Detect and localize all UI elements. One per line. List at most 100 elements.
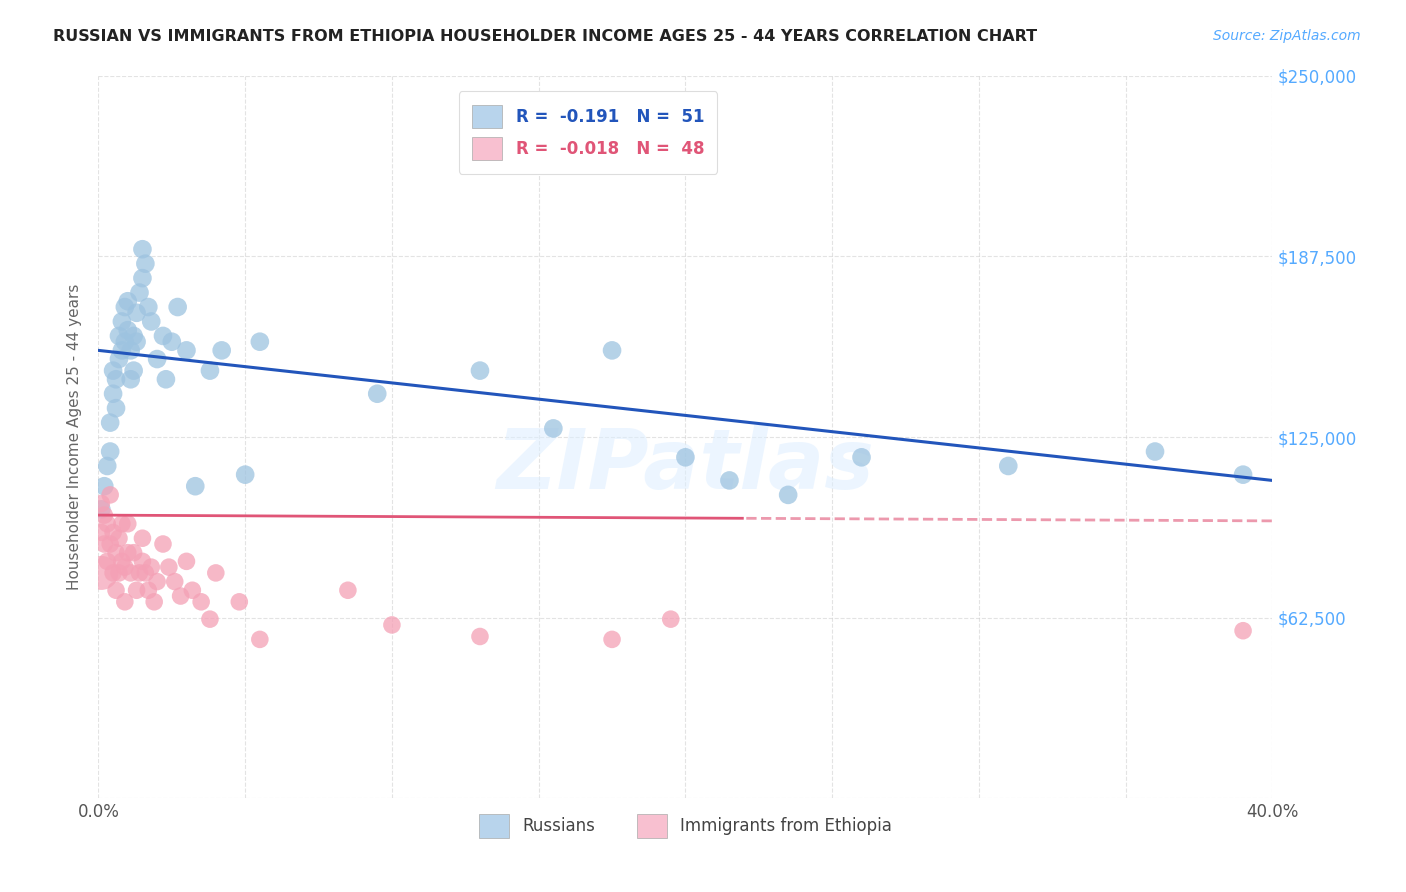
Point xyxy=(96,554,118,568)
Point xyxy=(205,566,228,580)
Point xyxy=(105,546,128,560)
Point xyxy=(160,334,183,349)
Point xyxy=(157,560,180,574)
Point xyxy=(336,583,359,598)
Point xyxy=(659,612,682,626)
Point xyxy=(152,329,174,343)
Point xyxy=(543,421,565,435)
Point xyxy=(249,632,271,647)
Point xyxy=(146,574,169,589)
Point xyxy=(131,271,153,285)
Point xyxy=(155,372,177,386)
Point xyxy=(90,502,112,516)
Point xyxy=(101,363,124,377)
Point xyxy=(105,372,128,386)
Point xyxy=(117,516,139,531)
Point xyxy=(114,595,136,609)
Point xyxy=(101,525,124,540)
Point xyxy=(997,458,1019,473)
Point xyxy=(211,343,233,358)
Point xyxy=(120,343,142,358)
Point xyxy=(131,554,153,568)
Y-axis label: Householder Income Ages 25 - 44 years: Householder Income Ages 25 - 44 years xyxy=(67,284,83,591)
Point xyxy=(96,458,118,473)
Point xyxy=(98,416,121,430)
Point xyxy=(90,566,112,580)
Point xyxy=(120,372,142,386)
Point xyxy=(125,583,148,598)
Point xyxy=(101,386,124,401)
Point xyxy=(111,343,134,358)
Point xyxy=(468,630,491,644)
Point xyxy=(101,566,124,580)
Point xyxy=(176,554,198,568)
Point xyxy=(128,566,150,580)
Point xyxy=(134,566,156,580)
Point xyxy=(105,583,128,598)
Text: RUSSIAN VS IMMIGRANTS FROM ETHIOPIA HOUSEHOLDER INCOME AGES 25 - 44 YEARS CORREL: RUSSIAN VS IMMIGRANTS FROM ETHIOPIA HOUS… xyxy=(53,29,1038,44)
Point xyxy=(163,574,186,589)
Point xyxy=(128,285,150,300)
Point xyxy=(114,560,136,574)
Point xyxy=(136,300,159,314)
Point xyxy=(778,488,800,502)
Point xyxy=(198,612,221,626)
Point xyxy=(120,566,142,580)
Point xyxy=(131,531,153,545)
Point xyxy=(117,294,139,309)
Point xyxy=(152,537,174,551)
Point xyxy=(117,323,139,337)
Point xyxy=(600,343,623,358)
Point xyxy=(122,329,145,343)
Point xyxy=(176,343,198,358)
Point xyxy=(366,386,388,401)
Point xyxy=(141,314,163,328)
Point xyxy=(125,306,148,320)
Point xyxy=(381,618,404,632)
Point xyxy=(108,352,131,367)
Point xyxy=(228,595,250,609)
Point xyxy=(134,257,156,271)
Point xyxy=(600,632,623,647)
Point xyxy=(108,329,131,343)
Point xyxy=(249,334,271,349)
Point xyxy=(114,334,136,349)
Point xyxy=(136,583,159,598)
Point xyxy=(98,488,121,502)
Point xyxy=(122,546,145,560)
Point xyxy=(93,479,115,493)
Point xyxy=(143,595,166,609)
Point xyxy=(190,595,212,609)
Point xyxy=(111,554,134,568)
Point xyxy=(122,363,145,377)
Point xyxy=(117,546,139,560)
Point xyxy=(90,497,112,511)
Point xyxy=(98,537,121,551)
Point xyxy=(96,516,118,531)
Point xyxy=(233,467,256,482)
Point xyxy=(1232,624,1254,638)
Text: Source: ZipAtlas.com: Source: ZipAtlas.com xyxy=(1213,29,1361,43)
Point xyxy=(1144,444,1167,458)
Point xyxy=(108,531,131,545)
Point xyxy=(198,363,221,377)
Point xyxy=(184,479,207,493)
Point xyxy=(468,363,491,377)
Text: ZIPatlas: ZIPatlas xyxy=(496,425,875,507)
Point xyxy=(125,334,148,349)
Point xyxy=(111,516,134,531)
Point xyxy=(131,242,153,256)
Legend: Russians, Immigrants from Ethiopia: Russians, Immigrants from Ethiopia xyxy=(472,807,898,844)
Point xyxy=(718,474,741,488)
Point xyxy=(1232,467,1254,482)
Point xyxy=(851,450,873,465)
Point xyxy=(146,352,169,367)
Point xyxy=(166,300,188,314)
Point xyxy=(105,401,128,416)
Point xyxy=(90,525,112,540)
Point xyxy=(111,314,134,328)
Point xyxy=(93,508,115,522)
Point xyxy=(93,537,115,551)
Point xyxy=(675,450,697,465)
Point xyxy=(181,583,204,598)
